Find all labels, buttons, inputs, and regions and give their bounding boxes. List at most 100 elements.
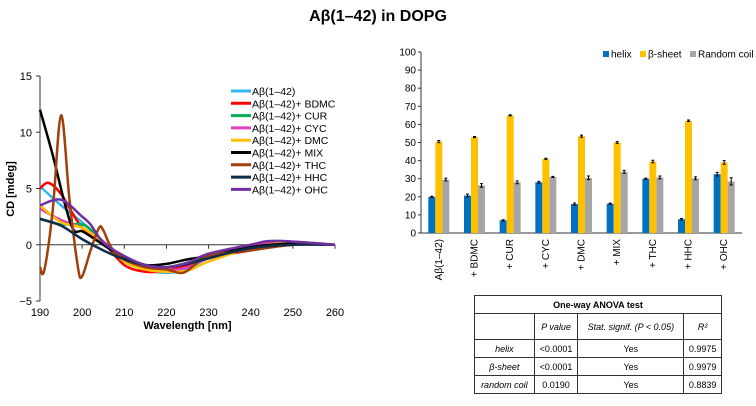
x-axis-label: Wavelength [nm] — [143, 320, 232, 332]
error-bar — [722, 160, 726, 165]
table-row: helix <0.0001 Yes 0.9975 — [474, 339, 722, 358]
error-bar — [587, 175, 590, 181]
x-tick-label: 240 — [242, 307, 260, 319]
x-tick-label: + THC — [648, 239, 659, 268]
error-bar — [537, 180, 541, 184]
error-bar — [615, 141, 619, 144]
y-tick-label: 0 — [410, 229, 416, 240]
cell: <0.0001 — [533, 339, 579, 358]
cell: <0.0001 — [533, 357, 579, 376]
bar — [678, 219, 685, 233]
y-tick-label: 80 — [405, 84, 417, 95]
header-cell — [474, 313, 535, 340]
legend-label: Aβ(1–42)+ THC — [252, 160, 326, 172]
figure-title: Aβ(1–42) in DOPG — [309, 8, 447, 25]
legend-label: Aβ(1–42)+ BDMC — [252, 98, 336, 110]
header-cell: P value — [533, 313, 579, 340]
legend-label: Aβ(1–42)+ HHC — [252, 172, 328, 184]
y-tick-label: 90 — [405, 66, 417, 77]
x-tick-label: + DMC — [577, 239, 588, 270]
y-tick-label: 10 — [405, 210, 417, 221]
legend-label: Aβ(1–42) — [252, 86, 295, 98]
error-bar — [729, 177, 733, 186]
legend-label: Aβ(1–42)+ DMC — [252, 135, 329, 147]
y-tick-label: 10 — [20, 127, 32, 139]
cell: 0.9975 — [683, 339, 722, 358]
bar — [542, 158, 550, 233]
bar — [506, 115, 514, 233]
legend-label: Aβ(1–42)+ MIX — [252, 148, 323, 160]
error-bar — [551, 175, 555, 178]
x-tick-label: 250 — [284, 307, 302, 319]
legend-swatch — [690, 51, 696, 57]
y-tick-label: 50 — [405, 138, 417, 149]
error-bar — [466, 193, 469, 198]
error-bar — [437, 140, 441, 144]
bar — [513, 182, 521, 233]
error-bar — [573, 202, 576, 206]
bar — [685, 120, 692, 233]
bar — [606, 203, 614, 233]
bar — [585, 177, 592, 233]
error-bar — [544, 157, 548, 160]
bar — [435, 141, 443, 233]
x-tick-label: 210 — [115, 307, 133, 319]
error-bar — [622, 169, 626, 174]
cell: random coil — [474, 375, 535, 394]
cell: helix — [474, 339, 535, 358]
error-bar — [580, 134, 583, 138]
y-tick-label: 5 — [26, 184, 32, 196]
error-bar — [687, 119, 690, 123]
y-tick-label: 15 — [20, 71, 32, 83]
y-tick-label: 70 — [405, 102, 417, 113]
error-bar — [501, 219, 505, 222]
error-bar — [694, 176, 697, 181]
error-bar — [644, 177, 648, 180]
y-tick-label: 60 — [405, 120, 417, 131]
error-bar — [430, 195, 434, 198]
x-tick-label: Aβ(1–42) — [434, 239, 445, 280]
legend-swatch — [603, 51, 609, 57]
error-bar — [680, 218, 683, 221]
cell: β-sheet — [474, 357, 535, 376]
x-tick-label: 190 — [31, 307, 49, 319]
table-title: One-way ANOVA test — [474, 295, 722, 314]
bar — [649, 161, 657, 233]
y-tick-label: 40 — [405, 156, 417, 167]
y-axis-label: CD [mdeg] — [5, 161, 17, 217]
bar — [578, 136, 585, 233]
error-bar — [508, 114, 512, 117]
x-tick-label: + MIX — [612, 239, 623, 266]
bar — [428, 196, 436, 233]
cell: Yes — [577, 339, 685, 358]
y-tick-label: −5 — [19, 296, 32, 308]
header-cell: R² — [683, 313, 722, 340]
error-bar — [651, 159, 655, 164]
bar — [442, 179, 450, 233]
bar — [464, 195, 471, 233]
error-bar — [473, 136, 476, 139]
bar — [692, 178, 699, 233]
bar — [656, 177, 664, 233]
error-bar — [444, 177, 448, 182]
bar — [720, 162, 728, 233]
x-tick-label: 260 — [326, 307, 344, 319]
error-bar — [515, 180, 519, 185]
legend-label: Aβ(1–42)+ OHC — [252, 184, 328, 196]
x-tick-label: 220 — [157, 307, 175, 319]
header-cell: Stat. signif. (P < 0.05) — [577, 313, 685, 340]
cell: 0.0190 — [533, 375, 579, 394]
cell: 0.8839 — [683, 375, 722, 394]
x-tick-label: + CYC — [541, 239, 552, 269]
x-tick-label: + OHC — [719, 239, 730, 270]
bar — [499, 220, 507, 233]
bar — [571, 204, 578, 233]
bar — [478, 185, 485, 233]
bar — [642, 178, 650, 233]
x-tick-label: 230 — [199, 307, 217, 319]
y-tick-label: 20 — [405, 192, 417, 203]
legend-swatch — [640, 51, 646, 57]
legend-label: helix — [611, 50, 632, 61]
x-tick-label: + CUR — [505, 239, 516, 269]
